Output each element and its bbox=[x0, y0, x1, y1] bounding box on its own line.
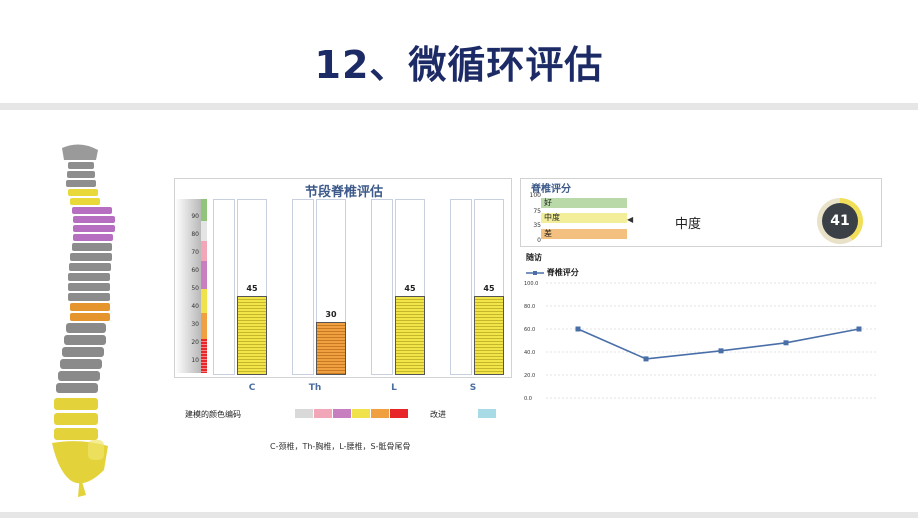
page-title: 12、微循环评估 bbox=[314, 43, 604, 87]
follow-up-legend: 脊椎评分 bbox=[526, 267, 579, 278]
bar-value-label: 45 bbox=[404, 283, 416, 293]
scale-strip-purple bbox=[201, 261, 207, 289]
score-gauge: 41 bbox=[817, 198, 863, 244]
scale-tick: 30 bbox=[191, 321, 199, 328]
y-tick-label: 40.0 bbox=[524, 350, 535, 356]
score-level: 中度 bbox=[675, 217, 702, 232]
bar-th bbox=[316, 322, 346, 375]
bar-value-label: 30 bbox=[325, 310, 337, 320]
segment-footnote: C-颈椎，Th-胸椎，L-腰椎，S-骶骨尾骨 bbox=[270, 442, 411, 451]
spine-score-panel: 脊椎评分 100 75 35 0 好 中度 差 ◀ 中度 41 bbox=[520, 178, 882, 247]
y-tick-label: 20.0 bbox=[524, 373, 535, 379]
score-marker-icon: ◀ bbox=[627, 215, 634, 224]
scale-strip-gray bbox=[201, 221, 207, 241]
score-band-poor: 差 bbox=[541, 229, 627, 239]
legend-line-icon bbox=[526, 270, 544, 275]
scale-tick: 90 bbox=[191, 213, 199, 220]
score-axis-tick: 100 bbox=[529, 192, 541, 199]
category-label-s: S bbox=[469, 383, 477, 393]
color-scale: 90 80 70 60 50 40 30 20 10 bbox=[175, 199, 207, 373]
column-background bbox=[292, 199, 314, 375]
bar-value-label: 45 bbox=[483, 283, 495, 293]
legend-swatch-pink bbox=[314, 409, 332, 418]
data-point bbox=[783, 340, 789, 346]
column-background bbox=[213, 199, 235, 375]
scale-strip-yellow bbox=[201, 289, 207, 313]
scale-tick: 40 bbox=[191, 303, 199, 310]
bottom-divider bbox=[0, 512, 918, 518]
y-tick-label: 100.0 bbox=[524, 281, 538, 287]
data-point bbox=[856, 326, 862, 332]
y-tick-label: 80.0 bbox=[524, 304, 535, 310]
legend-swatch-red bbox=[390, 409, 408, 418]
scale-tick: 50 bbox=[191, 285, 199, 292]
legend-swatch-improve bbox=[478, 409, 496, 418]
bar-s bbox=[474, 295, 504, 375]
data-point bbox=[575, 326, 581, 332]
data-point bbox=[643, 356, 649, 362]
score-axis-tick: 35 bbox=[533, 222, 541, 229]
scale-tick: 10 bbox=[191, 357, 199, 364]
score-value: 41 bbox=[822, 203, 858, 239]
top-divider bbox=[0, 103, 918, 110]
column-background bbox=[450, 199, 472, 375]
category-label-l: L bbox=[391, 383, 397, 393]
bar-l bbox=[395, 295, 425, 375]
score-band-good: 好 bbox=[541, 198, 627, 208]
score-panel-title: 脊椎评分 bbox=[531, 184, 571, 195]
y-tick-label: 60.0 bbox=[524, 327, 535, 333]
scale-tick: 60 bbox=[191, 267, 199, 274]
series-line bbox=[577, 328, 860, 360]
segment-assessment-panel: 节段脊椎评估 90 80 70 60 50 40 30 20 10 45 30 45… bbox=[174, 178, 512, 393]
scale-tick: 20 bbox=[191, 339, 199, 346]
follow-up-panel: 随访 脊椎评分 100.0 80.0 60.0 40.0 20.0 0.0 bbox=[520, 250, 882, 410]
bar-value-label: 45 bbox=[246, 283, 258, 293]
legend-swatch-yellow bbox=[352, 409, 370, 418]
follow-up-line-chart: 100.0 80.0 60.0 40.0 20.0 0.0 bbox=[524, 281, 878, 402]
follow-up-legend-label: 脊椎评分 bbox=[546, 268, 579, 277]
improve-label: 改进 bbox=[430, 410, 446, 419]
scale-strip-pink bbox=[201, 241, 207, 261]
y-tick-label: 0.0 bbox=[524, 396, 532, 402]
scale-strip-green bbox=[201, 199, 207, 221]
data-point bbox=[718, 348, 724, 354]
legend-swatch-orange bbox=[371, 409, 389, 418]
scale-tick: 80 bbox=[191, 231, 199, 238]
score-axis-tick: 0 bbox=[537, 237, 541, 244]
category-label-c: C bbox=[248, 383, 256, 393]
score-axis-tick: 75 bbox=[533, 208, 541, 215]
modeling-color-label: 建模的颜色编码 bbox=[185, 410, 241, 419]
legend-swatch-purple bbox=[333, 409, 351, 418]
column-background bbox=[371, 199, 393, 375]
scale-strip-red bbox=[201, 339, 207, 373]
category-label-th: Th bbox=[308, 383, 322, 393]
spine-illustration bbox=[40, 140, 130, 500]
score-band-moderate: 中度 bbox=[541, 213, 627, 223]
scale-strip-orange bbox=[201, 313, 207, 339]
segment-panel-title: 节段脊椎评估 bbox=[304, 185, 383, 200]
bar-c bbox=[237, 295, 267, 375]
legend-swatch-gray bbox=[295, 409, 313, 418]
follow-up-title: 随访 bbox=[526, 253, 542, 262]
scale-tick: 70 bbox=[191, 249, 199, 256]
